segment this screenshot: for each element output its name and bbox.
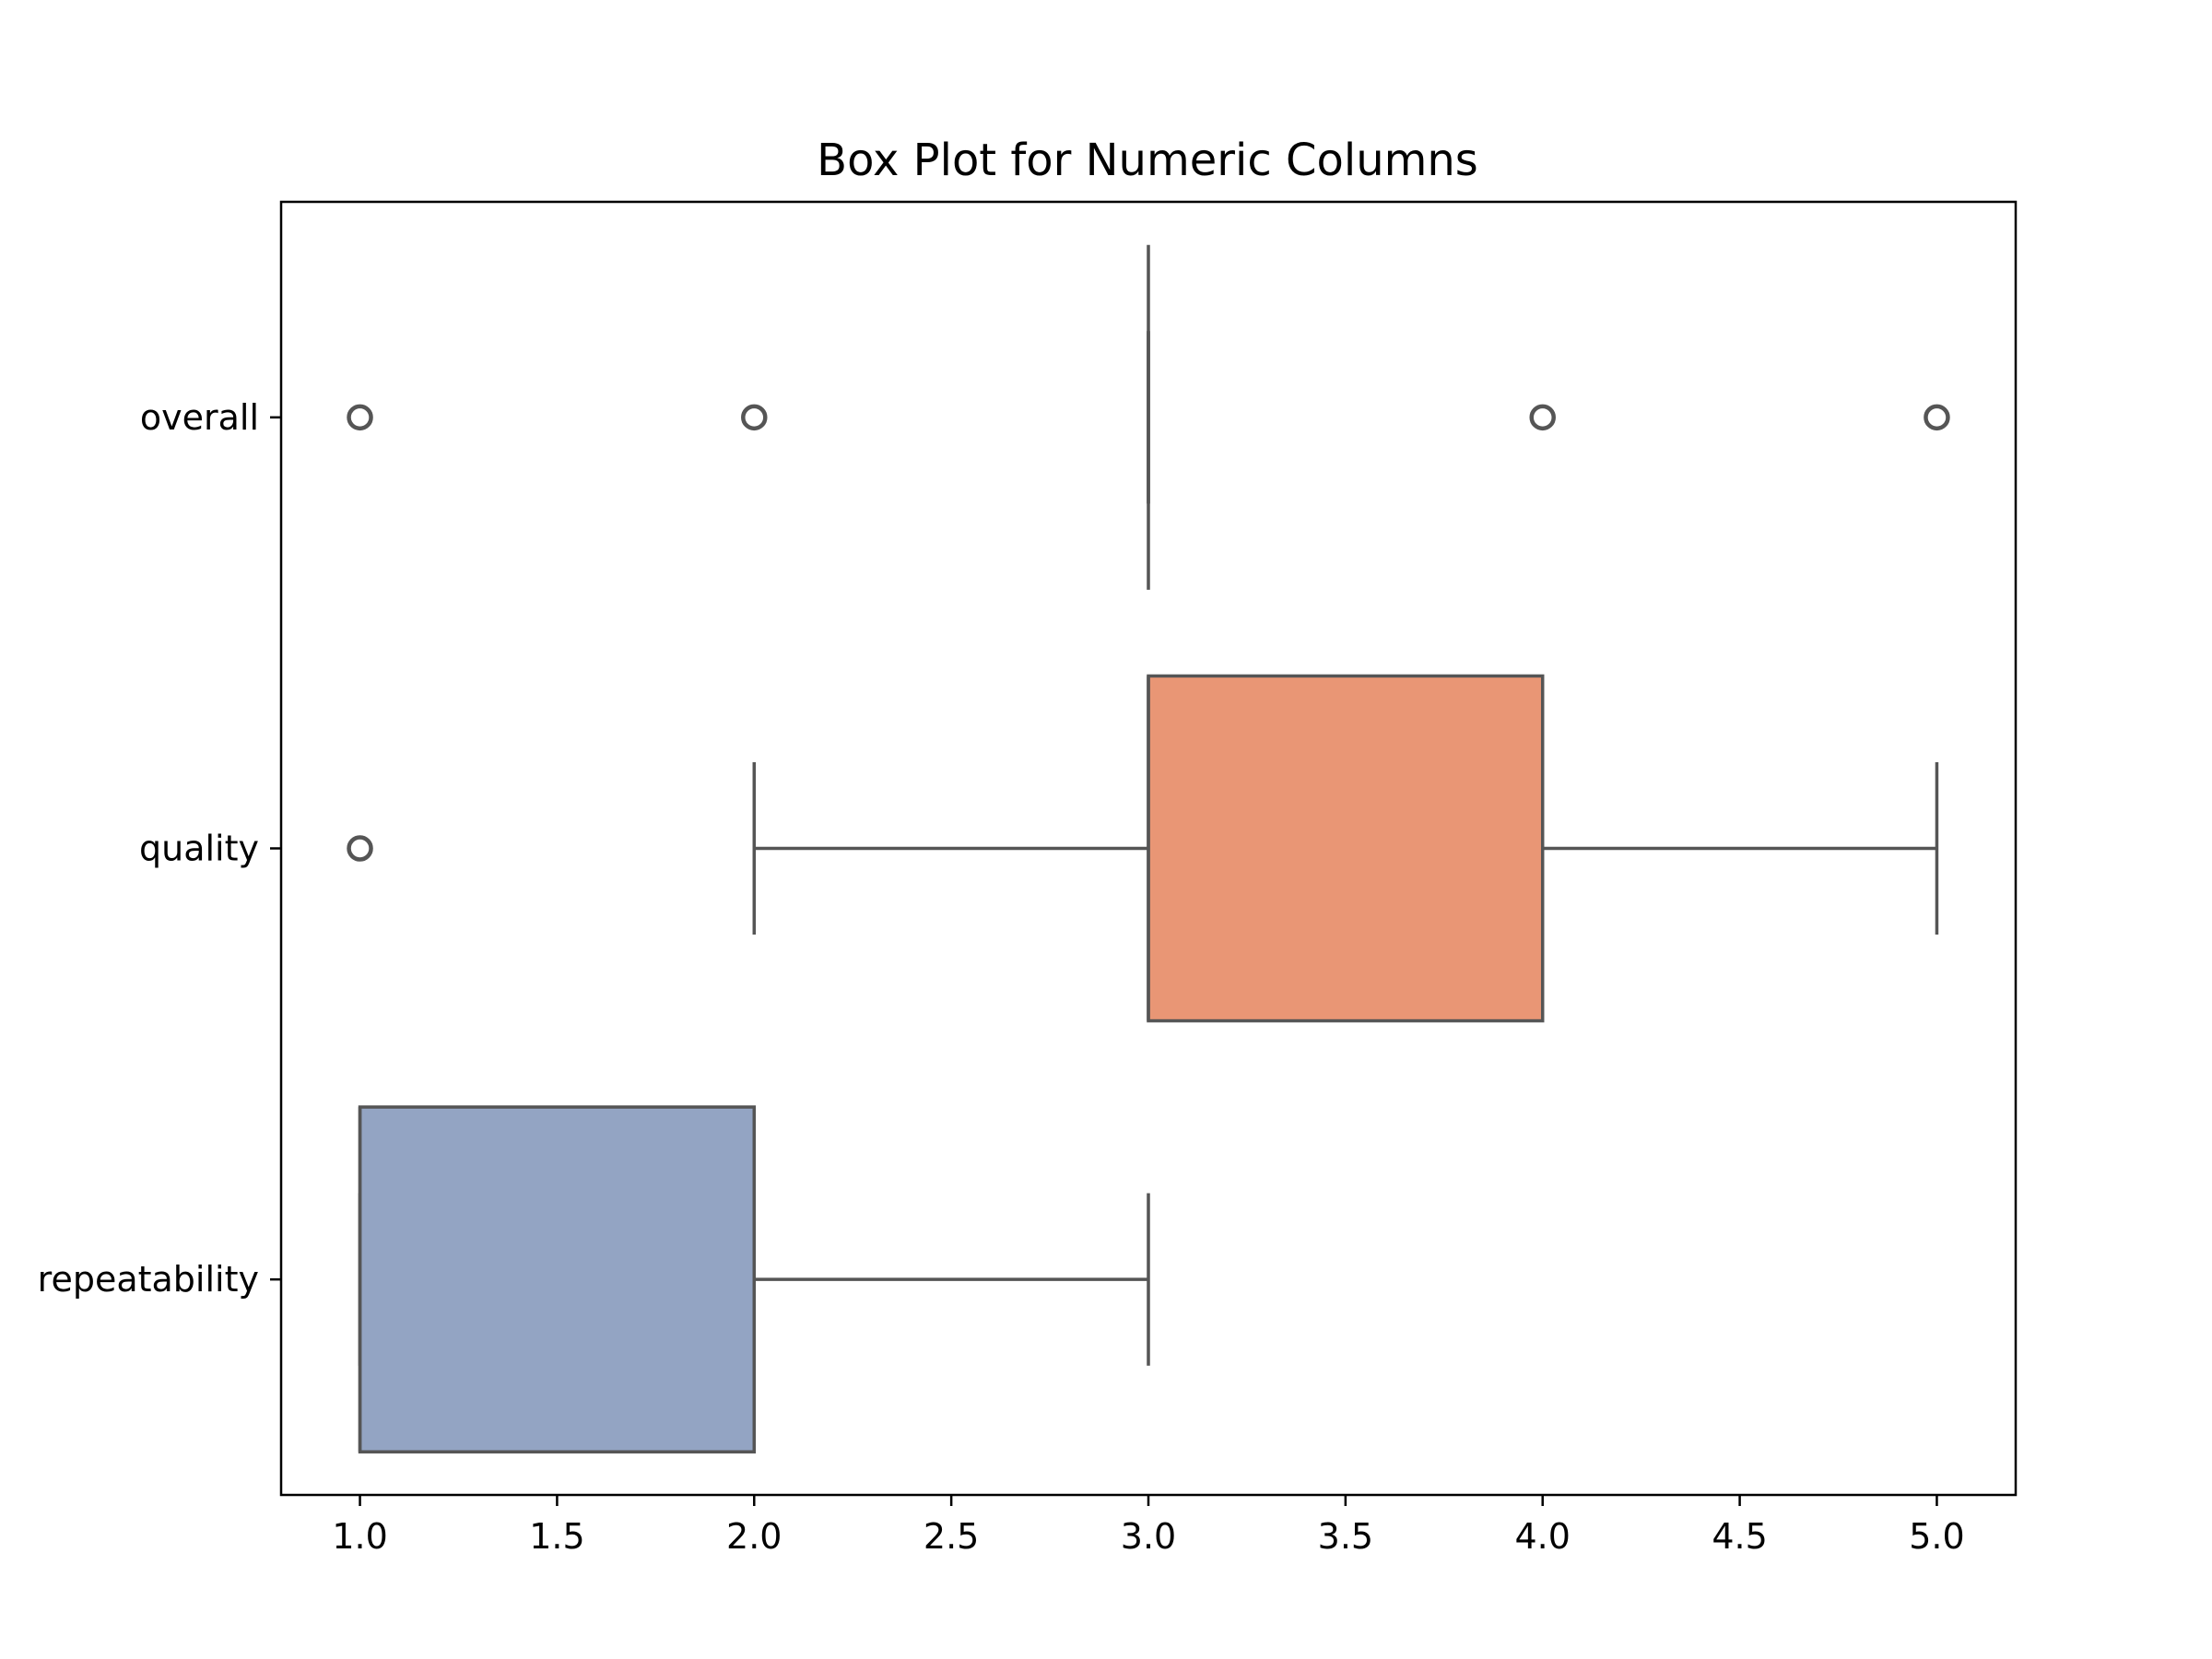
x-tick-label: 4.5 — [1712, 1516, 1767, 1557]
box-group-repeatability — [358, 1105, 1150, 1453]
chart-title: Box Plot for Numeric Columns — [817, 135, 1478, 186]
y-axis: overall quality repeatability — [38, 397, 281, 1300]
x-axis: 1.0 1.5 2.0 2.5 3.0 3.5 4.0 4.5 5.0 — [332, 1495, 1965, 1557]
x-tick-label: 5.0 — [1909, 1516, 1964, 1557]
x-tick-label: 2.0 — [726, 1516, 782, 1557]
plot-area — [347, 244, 1950, 1453]
outlier-point — [347, 835, 373, 862]
box-group-quality — [347, 674, 1939, 1023]
box-iqr — [1147, 674, 1545, 1023]
x-tick-label: 1.0 — [332, 1516, 387, 1557]
y-category-label: overall — [140, 397, 259, 438]
y-category-label: quality — [139, 829, 259, 869]
outlier-point — [347, 404, 373, 431]
outlier-point — [1924, 404, 1950, 431]
x-tick-label: 2.5 — [924, 1516, 979, 1557]
box-iqr — [358, 1105, 757, 1453]
box-group-overall — [347, 244, 1950, 590]
x-tick-label: 3.0 — [1121, 1516, 1176, 1557]
x-tick-label: 1.5 — [529, 1516, 584, 1557]
outlier-point — [1529, 404, 1556, 431]
outlier-point — [741, 404, 768, 431]
x-tick-label: 4.0 — [1515, 1516, 1571, 1557]
y-category-label: repeatability — [38, 1259, 259, 1300]
x-tick-label: 3.5 — [1318, 1516, 1373, 1557]
